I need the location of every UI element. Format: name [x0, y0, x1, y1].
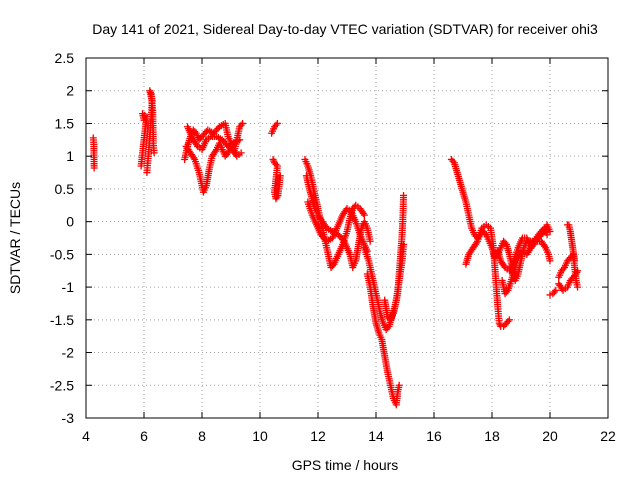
data-point — [366, 237, 374, 245]
data-point — [329, 262, 336, 270]
x-axis-ticks: 4 6 8 10 12 14 16 18 20 22 — [82, 58, 616, 444]
data-point — [571, 257, 579, 265]
data-point — [236, 136, 244, 144]
data-point — [559, 265, 567, 273]
data-point — [505, 316, 513, 324]
y-tick-label: 2 — [66, 83, 74, 99]
data-point — [276, 172, 284, 180]
data-point — [273, 193, 281, 201]
data-point — [572, 270, 580, 278]
x-tick-label: 12 — [310, 428, 326, 444]
data-point — [574, 283, 582, 291]
data-point — [239, 119, 247, 127]
data-point — [395, 381, 403, 389]
y-tick-label: 2.5 — [55, 50, 75, 66]
data-point — [272, 121, 280, 129]
data-point — [541, 242, 549, 250]
x-tick-label: 22 — [600, 428, 616, 444]
x-tick-label: 20 — [542, 428, 558, 444]
data-point — [269, 155, 277, 163]
data-point — [400, 241, 408, 249]
data-point — [359, 209, 367, 217]
gridlines — [86, 58, 608, 418]
data-point — [237, 121, 245, 129]
data-point — [193, 141, 201, 149]
x-tick-label: 14 — [368, 428, 384, 444]
data-points — [89, 87, 582, 409]
data-point — [190, 154, 198, 162]
data-point — [384, 324, 392, 332]
y-tick-label: -2.5 — [50, 377, 74, 393]
data-point — [472, 239, 480, 247]
data-point — [449, 157, 457, 165]
data-point — [550, 288, 558, 296]
y-tick-label: 1.5 — [55, 115, 75, 131]
x-tick-label: 10 — [252, 428, 268, 444]
x-axis-label: GPS time / hours — [292, 457, 399, 473]
data-point — [546, 257, 554, 265]
x-tick-label: 16 — [426, 428, 442, 444]
data-point — [500, 262, 508, 270]
data-point — [147, 88, 155, 96]
y-axis-label: SDTVAR / TECUs — [7, 182, 23, 294]
data-point — [574, 267, 582, 275]
data-point — [495, 319, 503, 327]
y-tick-label: -0.5 — [50, 246, 74, 262]
x-tick-label: 4 — [82, 428, 90, 444]
y-tick-label: -2 — [62, 345, 75, 361]
data-point — [146, 87, 154, 95]
chart-title: Day 141 of 2021, Sidereal Day-to-day VTE… — [92, 21, 598, 37]
data-point — [223, 151, 231, 159]
data-point — [400, 191, 408, 199]
data-point — [237, 149, 245, 157]
data-point — [191, 128, 199, 136]
data-point — [552, 286, 560, 294]
data-point — [501, 239, 509, 247]
y-axis-ticks: -3 -2.5 -2 -1.5 -1 -0.5 0 0.5 1 1.5 2 2.5 — [50, 50, 608, 426]
y-tick-label: 1 — [66, 148, 74, 164]
plot-frame — [85, 57, 609, 419]
data-point — [211, 147, 219, 155]
data-point — [530, 239, 538, 247]
data-point — [339, 236, 347, 244]
y-tick-label: -1 — [62, 279, 75, 295]
x-tick-label: 6 — [140, 428, 148, 444]
x-tick-label: 8 — [198, 428, 206, 444]
data-point — [504, 317, 512, 325]
y-tick-label: -1.5 — [50, 312, 74, 328]
data-point — [573, 268, 581, 276]
data-point — [150, 149, 158, 157]
data-point — [360, 211, 368, 219]
y-tick-label: -3 — [62, 410, 75, 426]
x-tick-label: 18 — [484, 428, 500, 444]
data-point — [273, 119, 281, 127]
data-point — [272, 160, 280, 168]
y-tick-label: 0 — [66, 214, 74, 230]
y-tick-label: 0.5 — [55, 181, 75, 197]
data-point — [543, 231, 551, 239]
data-point — [140, 116, 148, 124]
data-point — [503, 288, 510, 296]
data-point — [90, 164, 98, 172]
